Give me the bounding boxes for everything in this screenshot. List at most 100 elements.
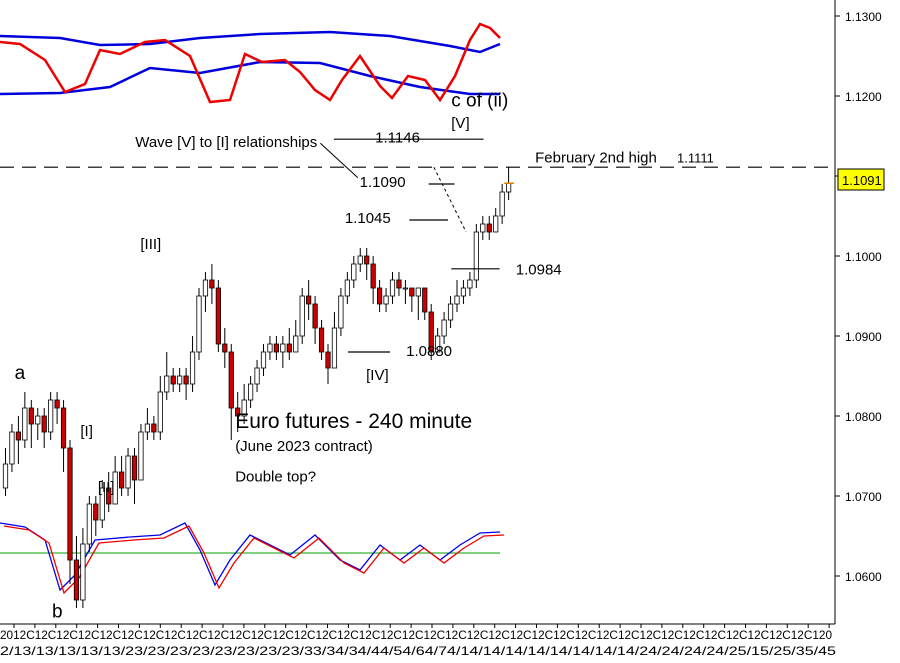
candle-body <box>106 487 112 505</box>
chart-annotation: 1.1111 <box>677 150 714 165</box>
chart-annotation: [V] <box>451 115 469 132</box>
candle-body <box>480 223 486 233</box>
candle-body <box>493 215 499 233</box>
candle-body <box>125 455 131 489</box>
candle-body <box>222 343 228 353</box>
candle-body <box>260 351 267 369</box>
candle-body <box>170 375 176 385</box>
candle-body <box>177 375 183 385</box>
candle-body <box>2 463 9 489</box>
candle-body <box>138 431 144 481</box>
chart-annotation: [I] <box>80 423 93 440</box>
candle-body <box>215 287 221 345</box>
connector-line <box>433 166 467 233</box>
candle-body <box>415 287 421 297</box>
candle-body <box>422 287 428 313</box>
channel-upper-line <box>0 30 501 54</box>
connector-line <box>320 142 359 178</box>
chart-annotation: Wave [V] to [I] relationships <box>135 134 317 151</box>
current-price-badge <box>837 168 885 191</box>
candle-body <box>183 375 189 385</box>
candle-body <box>73 559 80 601</box>
candle-body <box>35 415 41 425</box>
candle-body <box>86 503 92 545</box>
candle-body <box>473 231 479 281</box>
candle-body <box>209 279 215 289</box>
candle-body <box>196 295 202 353</box>
annotation-lines <box>0 138 835 353</box>
candle-body <box>112 471 118 505</box>
candle-body <box>119 471 125 489</box>
x-axis-tick-labels-top: 2012C12C12C12C12C12C12C12C12C12C12C12C12… <box>0 628 832 642</box>
candle-body <box>67 447 73 561</box>
candle-body <box>131 455 138 481</box>
candle-body <box>267 343 273 353</box>
candle-body <box>505 182 512 193</box>
candle-body <box>22 407 28 441</box>
candle-body <box>28 407 34 425</box>
chart-annotation: 1.1045 <box>345 210 391 227</box>
candle-body <box>351 263 357 281</box>
chart-annotation: 1.1146 <box>375 129 420 146</box>
chart-annotation: February 2nd high <box>535 149 657 166</box>
chart-annotation: b <box>52 602 63 623</box>
candle-body <box>460 287 467 297</box>
candle-body <box>499 191 505 217</box>
candle-body <box>370 263 376 289</box>
y-tick-label: 1.0800 <box>845 410 882 424</box>
candle-body <box>364 255 370 265</box>
y-tick-label: 1.1000 <box>845 250 882 264</box>
candle-body <box>338 295 344 329</box>
candle-body <box>286 343 292 353</box>
candle-body <box>15 431 22 441</box>
chart-annotation: (June 2023 contract) <box>235 438 373 455</box>
chart-annotation: 1.0880 <box>406 343 452 360</box>
candle-body <box>189 351 196 385</box>
candle-body <box>357 255 363 265</box>
x-axis-tick-labels: 2/13/13/13/13/13/23/23/23/23/23/23/23/23… <box>0 644 836 658</box>
candle-body <box>241 399 247 417</box>
y-tick-label: 1.0600 <box>845 570 882 584</box>
candle-body <box>312 303 318 329</box>
candle-body <box>428 311 434 353</box>
candle-body <box>331 327 338 369</box>
candle-body <box>402 287 409 290</box>
chart-annotation: [IV] <box>366 367 389 384</box>
candle-body <box>60 407 67 449</box>
candle-body <box>99 487 105 521</box>
candle-body <box>254 367 260 385</box>
candle-body <box>247 383 254 401</box>
candle-body <box>306 295 312 305</box>
candle-body <box>9 431 15 465</box>
candle-body <box>325 351 331 369</box>
candle-body <box>93 503 99 521</box>
top-channel-oscillator <box>0 22 501 104</box>
candle-body <box>48 399 54 433</box>
candle-body <box>383 295 389 305</box>
candle-body <box>435 335 441 353</box>
chart-annotation: [II] <box>98 479 115 496</box>
candle-body <box>344 279 350 297</box>
candle-body <box>389 279 396 297</box>
candle-body <box>164 375 170 393</box>
y-tick-label: 1.0900 <box>845 330 882 344</box>
candle-body <box>447 303 454 321</box>
chart-annotation: [III] <box>140 236 161 253</box>
chart-frame <box>0 0 836 628</box>
candle-body <box>293 335 299 353</box>
candle-body <box>80 543 86 601</box>
y-tick-label: 1.0700 <box>845 490 882 504</box>
current-price-label: 1.1091 <box>842 173 882 188</box>
candle-body <box>41 415 47 433</box>
chart-annotation: 1.1090 <box>360 174 406 191</box>
oscillator-red-line <box>0 22 501 104</box>
candle-body <box>454 295 460 305</box>
candle-body <box>376 287 383 305</box>
candle-body <box>318 327 325 353</box>
candle-body <box>157 391 163 433</box>
y-tick-label: 1.1200 <box>845 90 882 104</box>
candlestick-series <box>2 167 515 608</box>
candle-body <box>396 279 402 289</box>
candle-body <box>151 423 157 433</box>
chart-annotation: Double top? <box>235 469 316 486</box>
